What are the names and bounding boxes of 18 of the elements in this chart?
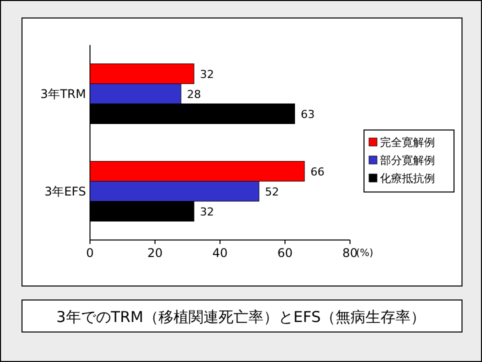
y-tick-label: 3年TRM: [40, 86, 86, 101]
x-tick-label: 0: [86, 246, 94, 260]
legend-label: 部分寛解例: [380, 154, 435, 167]
data-label: 52: [265, 185, 279, 198]
data-label: 28: [187, 88, 201, 101]
legend-label: 完全寛解例: [380, 136, 435, 149]
x-tick-label: 80: [342, 246, 358, 260]
data-label: 32: [200, 68, 214, 81]
data-label: 32: [200, 205, 214, 218]
x-tick-label: 40: [212, 246, 228, 260]
x-tick-label: 60: [277, 246, 293, 260]
legend-label: 化療抵抗例: [380, 172, 435, 185]
x-tick-label: 20: [147, 246, 163, 260]
data-label: 63: [300, 108, 315, 121]
text: 3年でのTRM（移植関連死亡率）とEFS（無病生存率）: [56, 308, 426, 326]
x-axis-title: (%): [356, 248, 374, 259]
data-label: 66: [310, 165, 324, 178]
y-tick-label: 3年EFS: [44, 184, 86, 198]
